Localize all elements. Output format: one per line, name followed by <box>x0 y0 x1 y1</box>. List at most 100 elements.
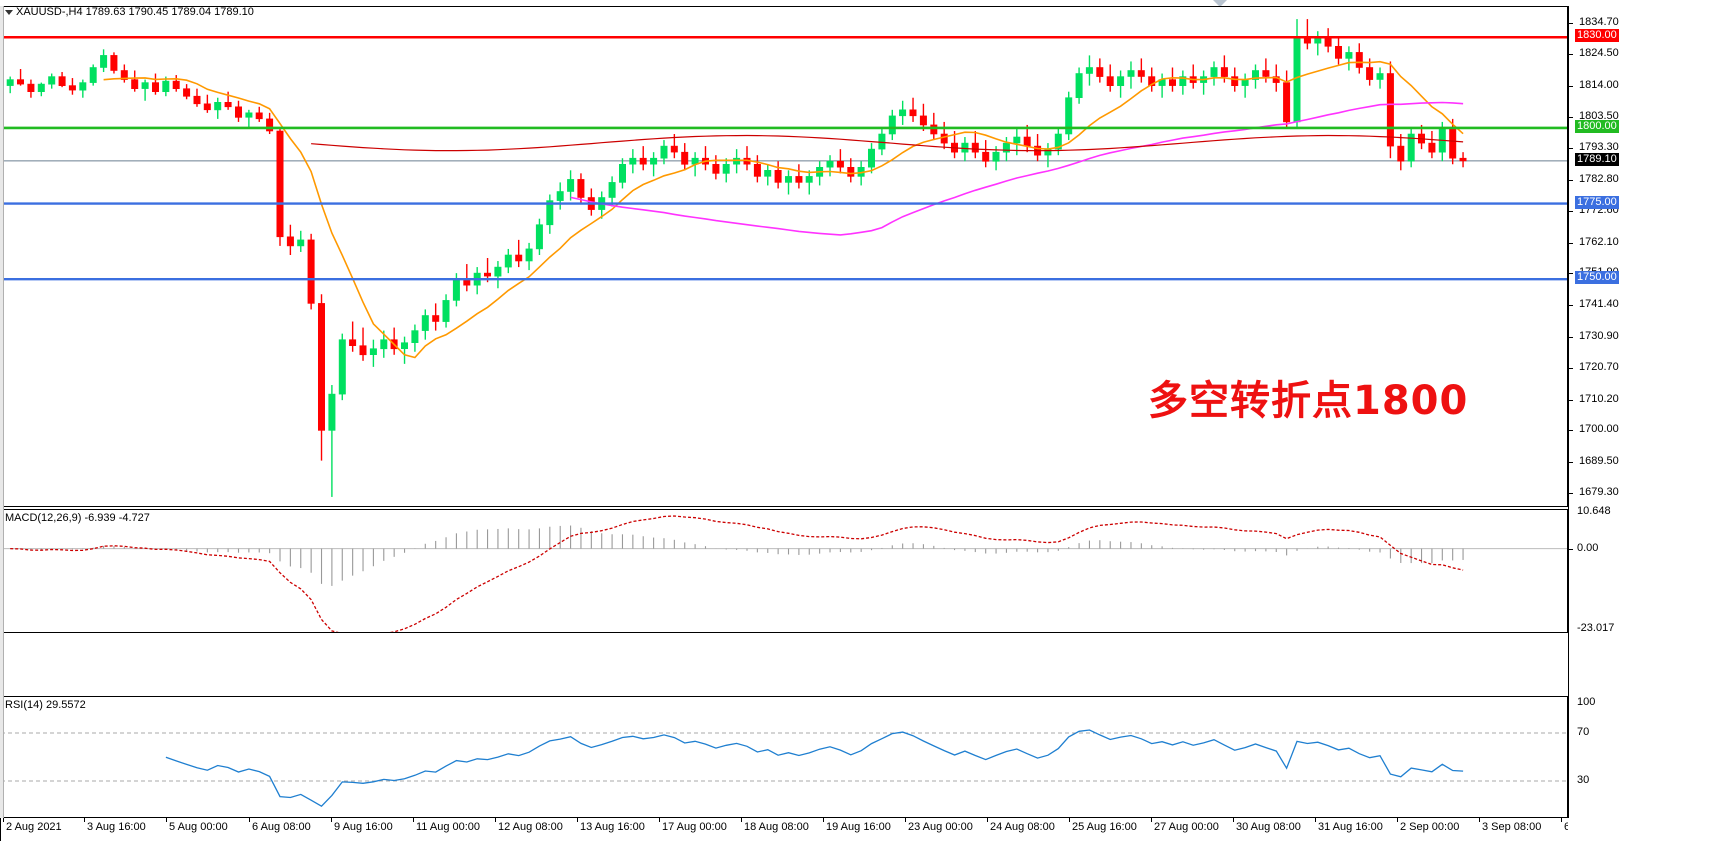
time-axis-tick <box>987 818 988 822</box>
time-axis-tick-label: 17 Aug 00:00 <box>662 821 727 833</box>
time-axis-tick-label: 18 Aug 08:00 <box>744 821 809 833</box>
rsi-title-label: RSI(14) 29.5572 <box>5 699 86 711</box>
price-axis-tick <box>1569 210 1573 212</box>
time-axis-tick <box>1397 818 1398 822</box>
rsi-axis-tick-label: 30 <box>1577 774 1590 786</box>
price-axis-tick-label: 1679.30 <box>1579 485 1619 498</box>
left-edge-strip <box>0 6 4 818</box>
macd-pane[interactable] <box>0 509 1568 633</box>
price-axis-tick-label: 1803.50 <box>1579 110 1619 123</box>
price-axis-tick <box>1569 148 1573 150</box>
price-axis-tick <box>1569 85 1573 87</box>
price-axis-tick <box>1569 273 1573 275</box>
time-axis-tick-label: 23 Aug 00:00 <box>908 821 973 833</box>
macd-plot-area[interactable] <box>1 510 1567 632</box>
time-axis-tick <box>823 818 824 822</box>
top-caret-icon <box>1213 0 1227 7</box>
price-axis-tick-label: 1741.40 <box>1579 298 1619 311</box>
price-axis-tick <box>1569 117 1573 119</box>
symbol-header-label: XAUUSD-,H4 1789.63 1790.45 1789.04 1789.… <box>16 6 254 18</box>
macd-axis-tick-label: 0.00 <box>1577 541 1599 554</box>
price-axis-tick <box>1569 367 1573 369</box>
chart-annotation-text: 多空转折点1800 <box>1148 378 1469 424</box>
time-axis-tick-label: 19 Aug 16:00 <box>826 821 891 833</box>
price-tag-1750-00[interactable]: 1750.00 <box>1575 271 1619 285</box>
time-axis-tick-label: 3 Aug 16:00 <box>87 821 146 833</box>
price-axis-tick-label: 1762.10 <box>1579 235 1619 248</box>
time-axis-tick-label: 24 Aug 08:00 <box>990 821 1055 833</box>
price-axis-tick <box>1569 23 1573 25</box>
time-axis-tick-label: 2 Sep 00:00 <box>1400 821 1460 833</box>
macd-svg <box>1 515 1567 632</box>
symbol-header-caret-icon[interactable] <box>5 10 13 15</box>
time-axis-tick <box>1561 818 1562 822</box>
price-candles-svg <box>1 19 1567 497</box>
time-axis-tick-label: 11 Aug 00:00 <box>416 821 481 833</box>
time-axis-tick <box>413 818 414 822</box>
time-axis-tick <box>249 818 250 822</box>
time-axis-tick <box>166 818 167 822</box>
time-axis-tick <box>905 818 906 822</box>
time-axis-tick-label: 31 Aug 16:00 <box>1318 821 1383 833</box>
price-axis-tick-label: 1834.70 <box>1579 16 1619 29</box>
time-axis-tick <box>1151 818 1152 822</box>
rsi-svg <box>1 729 1567 808</box>
macd-axis-tick <box>1569 548 1573 550</box>
price-tag-1789-10[interactable]: 1789.10 <box>1575 152 1619 166</box>
price-plot-area[interactable] <box>1 7 1567 506</box>
rsi-plot-area[interactable] <box>1 697 1567 817</box>
time-axis-tick-label: 5 Aug 00:00 <box>169 821 228 833</box>
price-axis-tick-label: 1824.50 <box>1579 46 1619 59</box>
time-axis-tick-label: 12 Aug 08:00 <box>498 821 563 833</box>
time-axis-tick <box>495 818 496 822</box>
rsi-axis-tick-label: 70 <box>1577 726 1590 738</box>
price-axis-tick <box>1569 336 1573 338</box>
time-axis-tick <box>331 818 332 822</box>
price-axis-tick-label: 1710.20 <box>1579 392 1619 405</box>
price-axis-tick <box>1569 53 1573 55</box>
time-axis-tick-label: 3 Sep 08:00 <box>1482 821 1542 833</box>
price-axis-tick <box>1569 242 1573 244</box>
price-axis-tick <box>1569 179 1573 181</box>
time-axis-tick-label: 25 Aug 16:00 <box>1072 821 1137 833</box>
price-axis-tick-label: 1793.30 <box>1579 141 1619 154</box>
macd-title-label: MACD(12,26,9) -6.939 -4.727 <box>5 512 150 524</box>
price-axis-tick <box>1569 399 1573 401</box>
rsi-axis-tick-label: 100 <box>1577 696 1596 708</box>
price-axis-tick-label: 1782.80 <box>1579 172 1619 185</box>
price-pane[interactable] <box>0 6 1568 507</box>
price-tag-1800-00[interactable]: 1800.00 <box>1575 119 1619 133</box>
macd-axis-tick-label: -23.017 <box>1577 622 1615 634</box>
time-axis-tick <box>1479 818 1480 822</box>
price-axis-tick-label: 1730.90 <box>1579 329 1619 342</box>
time-axis-tick-label: 30 Aug 08:00 <box>1236 821 1301 833</box>
price-axis-tick <box>1569 462 1573 464</box>
axis-corner <box>1568 818 1733 841</box>
price-axis-tick-label: 1700.00 <box>1579 423 1619 436</box>
time-axis-tick-label: 6 Aug 08:00 <box>252 821 311 833</box>
price-tag-1830-00[interactable]: 1830.00 <box>1575 29 1619 43</box>
macd-axis-tick-label: 10.648 <box>1577 505 1611 517</box>
time-axis-tick-label: 13 Aug 16:00 <box>580 821 645 833</box>
top-scroll-track[interactable] <box>0 0 1733 6</box>
time-axis-tick <box>3 818 4 822</box>
time-axis-tick-label: 2 Aug 2021 <box>6 821 62 833</box>
rsi-pane[interactable] <box>0 696 1568 818</box>
time-axis-tick <box>1315 818 1316 822</box>
time-axis-tick <box>577 818 578 822</box>
price-axis-tick-label: 1814.00 <box>1579 78 1619 91</box>
time-axis-tick-label: 27 Aug 00:00 <box>1154 821 1219 833</box>
time-axis[interactable]: 2 Aug 2021 3 Aug 16:00 5 Aug 00:00 6 Aug 08… <box>0 818 1705 841</box>
price-axis[interactable]: 1834.70 1824.50 1814.00 1803.50 1793.30 1782.… <box>1568 6 1733 818</box>
time-axis-tick <box>1233 818 1234 822</box>
time-axis-tick-label: 9 Aug 16:00 <box>334 821 393 833</box>
time-axis-tick <box>659 818 660 822</box>
time-axis-tick <box>1069 818 1070 822</box>
price-tag-1775-00[interactable]: 1775.00 <box>1575 195 1619 209</box>
price-axis-tick <box>1569 492 1573 494</box>
price-axis-tick <box>1569 305 1573 307</box>
price-axis-tick-label: 1689.50 <box>1579 455 1619 468</box>
time-axis-tick <box>741 818 742 822</box>
pane-gap <box>0 633 1570 696</box>
